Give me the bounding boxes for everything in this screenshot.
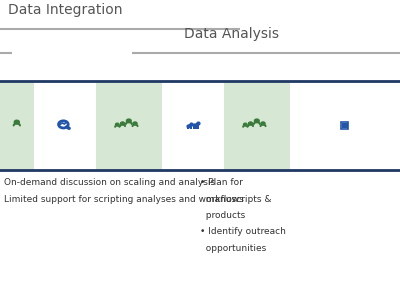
Circle shape — [244, 123, 247, 126]
Text: manuscripts &: manuscripts & — [200, 195, 272, 204]
Text: Data Analysis: Data Analysis — [184, 27, 279, 41]
Text: • Plan for: • Plan for — [200, 178, 243, 188]
Bar — [224, 81, 290, 170]
Circle shape — [120, 122, 124, 125]
Bar — [0, 81, 400, 170]
Text: products: products — [200, 211, 245, 220]
Text: Data Integration: Data Integration — [8, 3, 122, 17]
Bar — [0, 81, 34, 170]
Bar — [96, 81, 162, 170]
Bar — [186, 126, 189, 129]
Text: • Identify outreach: • Identify outreach — [200, 227, 286, 236]
FancyBboxPatch shape — [342, 122, 348, 129]
Bar — [190, 124, 192, 129]
Circle shape — [261, 122, 265, 125]
Circle shape — [14, 120, 19, 124]
Text: Limited support for scripting analyses and workflows: Limited support for scripting analyses a… — [4, 195, 244, 204]
Bar — [193, 125, 196, 129]
Text: On-demand discussion on scaling and analysis: On-demand discussion on scaling and anal… — [4, 178, 215, 188]
Circle shape — [248, 122, 252, 125]
Circle shape — [133, 122, 137, 125]
Text: opportunities: opportunities — [200, 244, 266, 253]
Circle shape — [126, 119, 131, 123]
Bar — [196, 123, 199, 129]
Circle shape — [116, 123, 119, 126]
Circle shape — [254, 119, 259, 123]
